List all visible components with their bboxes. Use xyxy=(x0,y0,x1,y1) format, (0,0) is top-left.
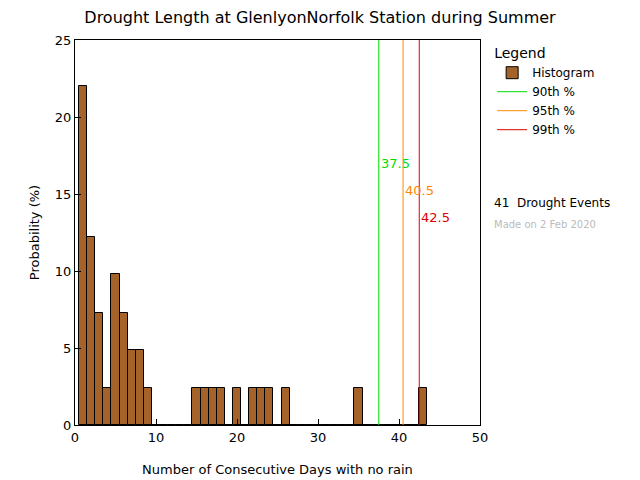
svg-text:50: 50 xyxy=(472,430,489,445)
svg-text:42.5: 42.5 xyxy=(421,210,450,225)
svg-text:Made on 2 Feb 2020: Made on 2 Feb 2020 xyxy=(494,219,596,230)
svg-text:20: 20 xyxy=(55,110,72,125)
svg-text:Number of Consecutive Days wit: Number of Consecutive Days with no rain xyxy=(142,462,413,477)
svg-text:10: 10 xyxy=(55,264,72,279)
svg-text:41 Drought Events: 41 Drought Events xyxy=(494,196,610,210)
svg-text:15: 15 xyxy=(55,187,72,202)
svg-text:40.5: 40.5 xyxy=(405,183,434,198)
svg-text:90th %: 90th % xyxy=(532,85,575,99)
svg-text:5: 5 xyxy=(63,341,71,356)
svg-text:Drought Length at GlenlyonNorf: Drought Length at GlenlyonNorfolk Statio… xyxy=(84,8,556,27)
svg-text:95th %: 95th % xyxy=(532,104,575,118)
svg-text:30: 30 xyxy=(310,430,327,445)
svg-text:25: 25 xyxy=(55,33,72,48)
svg-text:10: 10 xyxy=(148,430,165,445)
svg-text:37.5: 37.5 xyxy=(381,156,410,171)
svg-text:Histogram: Histogram xyxy=(532,66,594,80)
svg-text:0: 0 xyxy=(71,430,79,445)
svg-text:Probability (%): Probability (%) xyxy=(27,185,42,280)
svg-text:99th %: 99th % xyxy=(532,123,575,137)
svg-text:Legend: Legend xyxy=(494,45,545,61)
svg-text:20: 20 xyxy=(229,430,246,445)
svg-text:40: 40 xyxy=(391,430,408,445)
svg-text:0: 0 xyxy=(63,418,71,433)
